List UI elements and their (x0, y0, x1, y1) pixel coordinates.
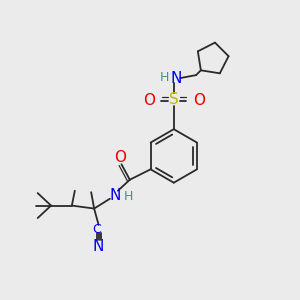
Text: C: C (92, 223, 100, 236)
Text: N: N (93, 238, 104, 253)
Text: H: H (124, 190, 133, 203)
Text: H: H (160, 71, 169, 84)
Text: N: N (109, 188, 121, 203)
Text: N: N (170, 70, 182, 86)
Text: S: S (169, 92, 179, 107)
Text: O: O (143, 94, 155, 109)
Text: O: O (114, 150, 126, 165)
Text: O: O (193, 94, 205, 109)
